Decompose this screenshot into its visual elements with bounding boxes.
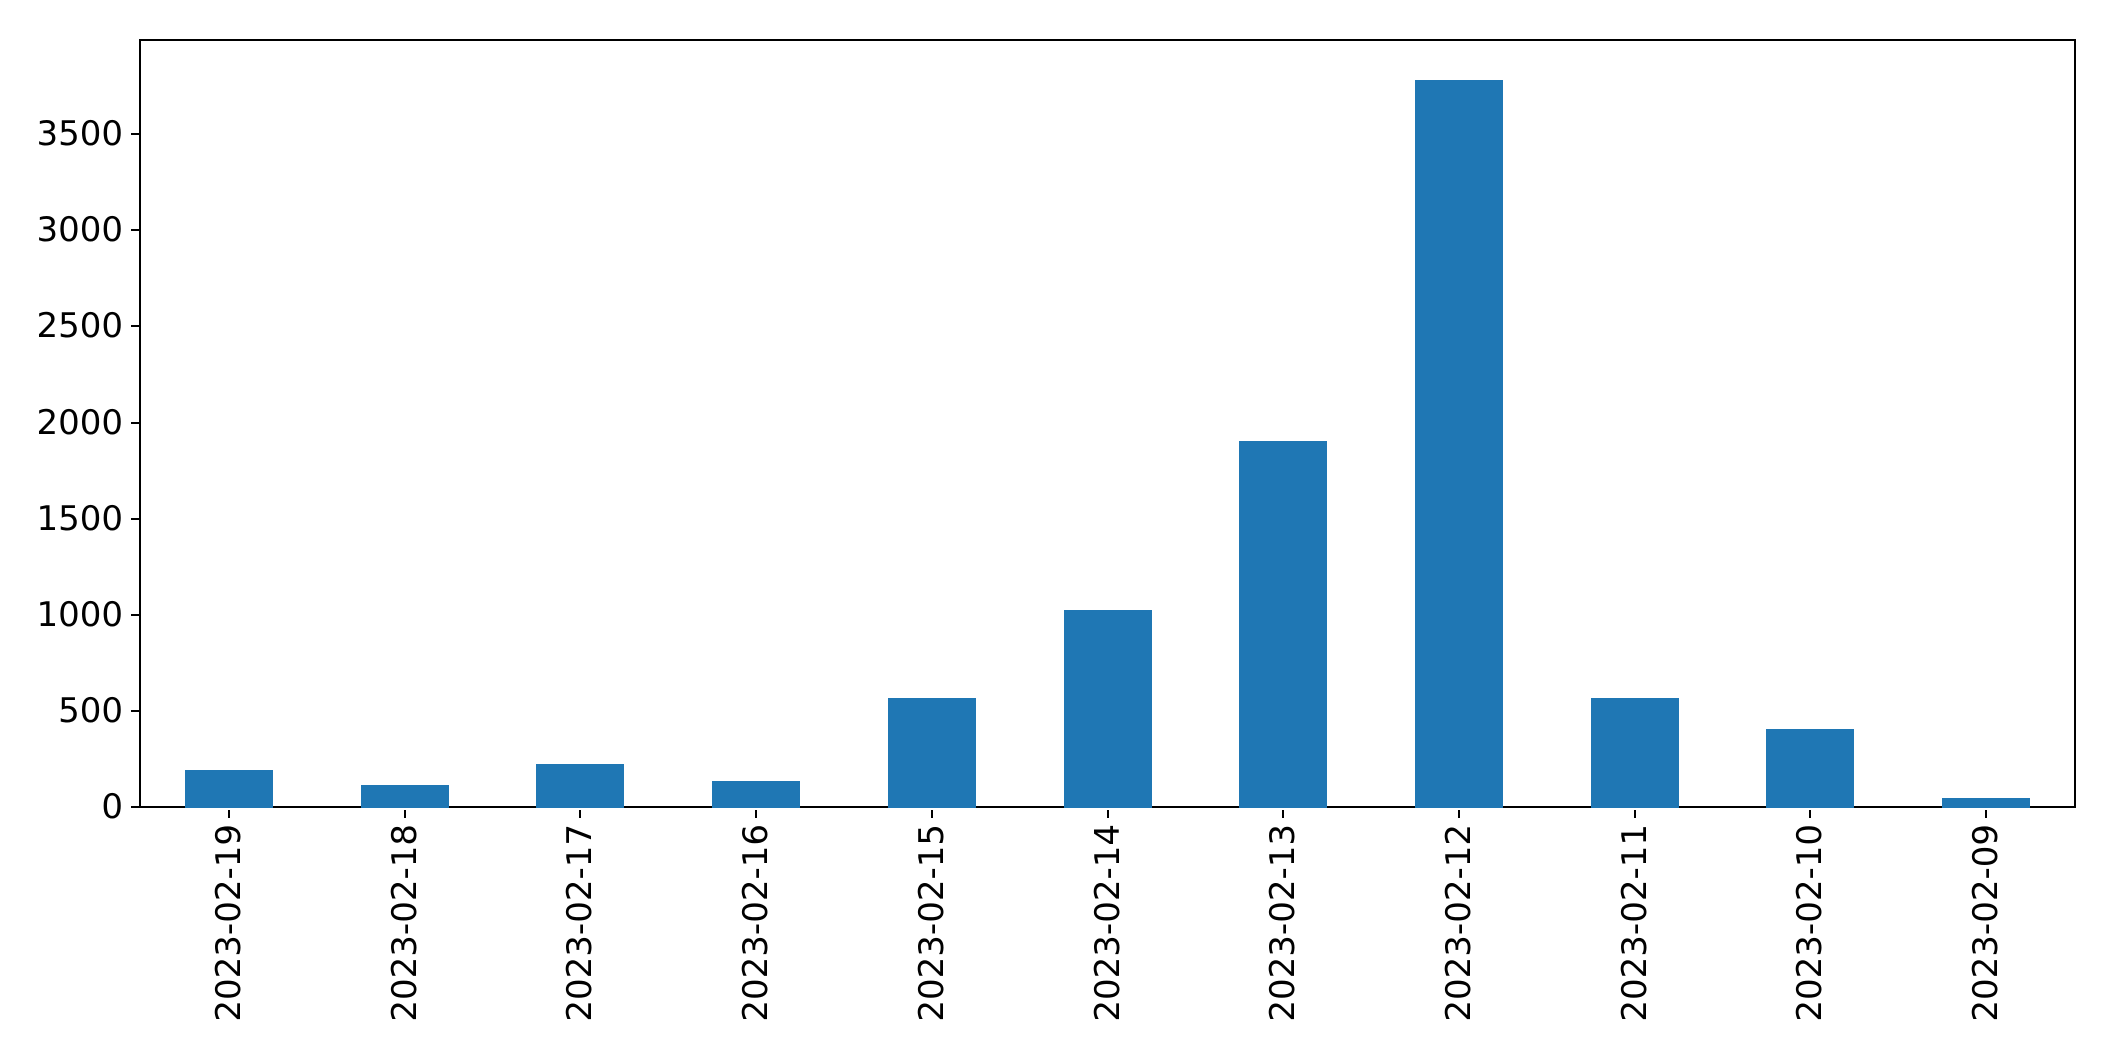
bar-2023-02-14	[1064, 610, 1152, 808]
x-tick-label-2023-02-10: 2023-02-10	[1790, 824, 1830, 1022]
x-tick-label-2023-02-14: 2023-02-14	[1088, 824, 1128, 1022]
y-tick-mark-1500	[131, 518, 139, 520]
bar-2023-02-12	[1415, 80, 1503, 808]
bar-2023-02-10	[1766, 729, 1854, 808]
y-tick-mark-2000	[131, 422, 139, 424]
x-tick-label-2023-02-13: 2023-02-13	[1263, 824, 1303, 1022]
y-tick-mark-2500	[131, 325, 139, 327]
y-tick-mark-3000	[131, 229, 139, 231]
y-tick-label-2500: 2500	[36, 306, 123, 346]
bar-2023-02-13	[1239, 441, 1327, 808]
x-tick-label-2023-02-15: 2023-02-15	[912, 824, 952, 1022]
y-tick-label-1000: 1000	[36, 595, 123, 635]
x-tick-mark-2023-02-19	[228, 810, 230, 818]
bar-2023-02-16	[712, 781, 800, 808]
y-tick-mark-0	[131, 806, 139, 808]
x-tick-mark-2023-02-17	[579, 810, 581, 818]
bar-2023-02-09	[1942, 798, 2030, 808]
x-tick-mark-2023-02-10	[1809, 810, 1811, 818]
x-tick-label-2023-02-18: 2023-02-18	[385, 824, 425, 1022]
x-tick-mark-2023-02-12	[1458, 810, 1460, 818]
y-tick-label-1500: 1500	[36, 499, 123, 539]
x-tick-label-2023-02-11: 2023-02-11	[1615, 824, 1655, 1022]
y-tick-label-0: 0	[101, 787, 123, 827]
y-tick-label-2000: 2000	[36, 403, 123, 443]
x-tick-mark-2023-02-11	[1634, 810, 1636, 818]
y-tick-label-3500: 3500	[36, 114, 123, 154]
x-tick-mark-2023-02-16	[755, 810, 757, 818]
y-tick-mark-500	[131, 710, 139, 712]
x-tick-mark-2023-02-09	[1985, 810, 1987, 818]
y-tick-mark-3500	[131, 133, 139, 135]
x-tick-label-2023-02-12: 2023-02-12	[1439, 824, 1479, 1022]
y-tick-label-3000: 3000	[36, 210, 123, 250]
x-tick-mark-2023-02-18	[404, 810, 406, 818]
x-tick-mark-2023-02-13	[1282, 810, 1284, 818]
bar-2023-02-11	[1591, 698, 1679, 808]
x-tick-label-2023-02-17: 2023-02-17	[560, 824, 600, 1022]
x-tick-label-2023-02-19: 2023-02-19	[209, 824, 249, 1022]
bar-2023-02-18	[361, 785, 449, 808]
bar-2023-02-19	[185, 770, 273, 808]
x-tick-label-2023-02-16: 2023-02-16	[736, 824, 776, 1022]
bar-2023-02-17	[536, 764, 624, 808]
y-tick-label-500: 500	[58, 691, 123, 731]
x-tick-mark-2023-02-15	[931, 810, 933, 818]
x-tick-label-2023-02-09: 2023-02-09	[1966, 824, 2006, 1022]
bar-2023-02-15	[888, 698, 976, 808]
y-tick-mark-1000	[131, 614, 139, 616]
x-tick-mark-2023-02-14	[1107, 810, 1109, 818]
